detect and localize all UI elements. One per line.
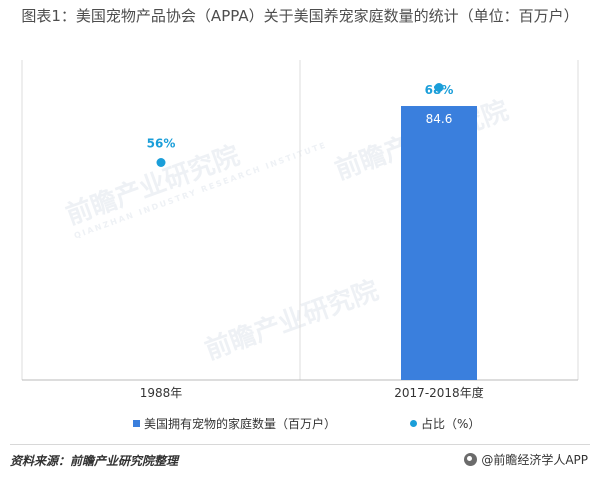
x-tick-label: 1988年 [140,386,183,400]
chart-title: 图表1：美国宠物产品协会（APPA）关于美国养宠家庭数量的统计（单位：百万户） [21,7,579,25]
legend-item-dot: 占比（%） [410,415,480,432]
legend-dot-label: 占比（%） [421,417,481,431]
legend-dot-swatch [410,420,417,427]
qianzhan-logo-icon [464,453,478,466]
legend-item-bar: 美国拥有宠物的家庭数量（百万户） [133,415,336,432]
footer-brand-label: @前瞻经济学人APP [481,453,588,467]
footer-brand: @前瞻经济学人APP [464,451,588,468]
source-text: 资料来源：前瞻产业研究院整理 [10,454,179,468]
bar-value-label: 84.6 [426,112,453,126]
bar [401,106,477,381]
footer-divider [10,444,590,445]
data-point-label: 56% [147,137,176,151]
data-point [156,158,166,167]
legend: 美国拥有宠物的家庭数量（百万户） 占比（%） [0,415,600,435]
x-tick-label: 2017-2018年度 [394,385,483,400]
chart-area: 1988年 56% 2017-2018年度 84.6 68% [21,60,579,400]
data-point [434,83,444,92]
legend-bar-swatch [133,420,140,427]
legend-bar-label: 美国拥有宠物的家庭数量（百万户） [144,417,337,431]
data-point-label: 68% [425,83,454,97]
